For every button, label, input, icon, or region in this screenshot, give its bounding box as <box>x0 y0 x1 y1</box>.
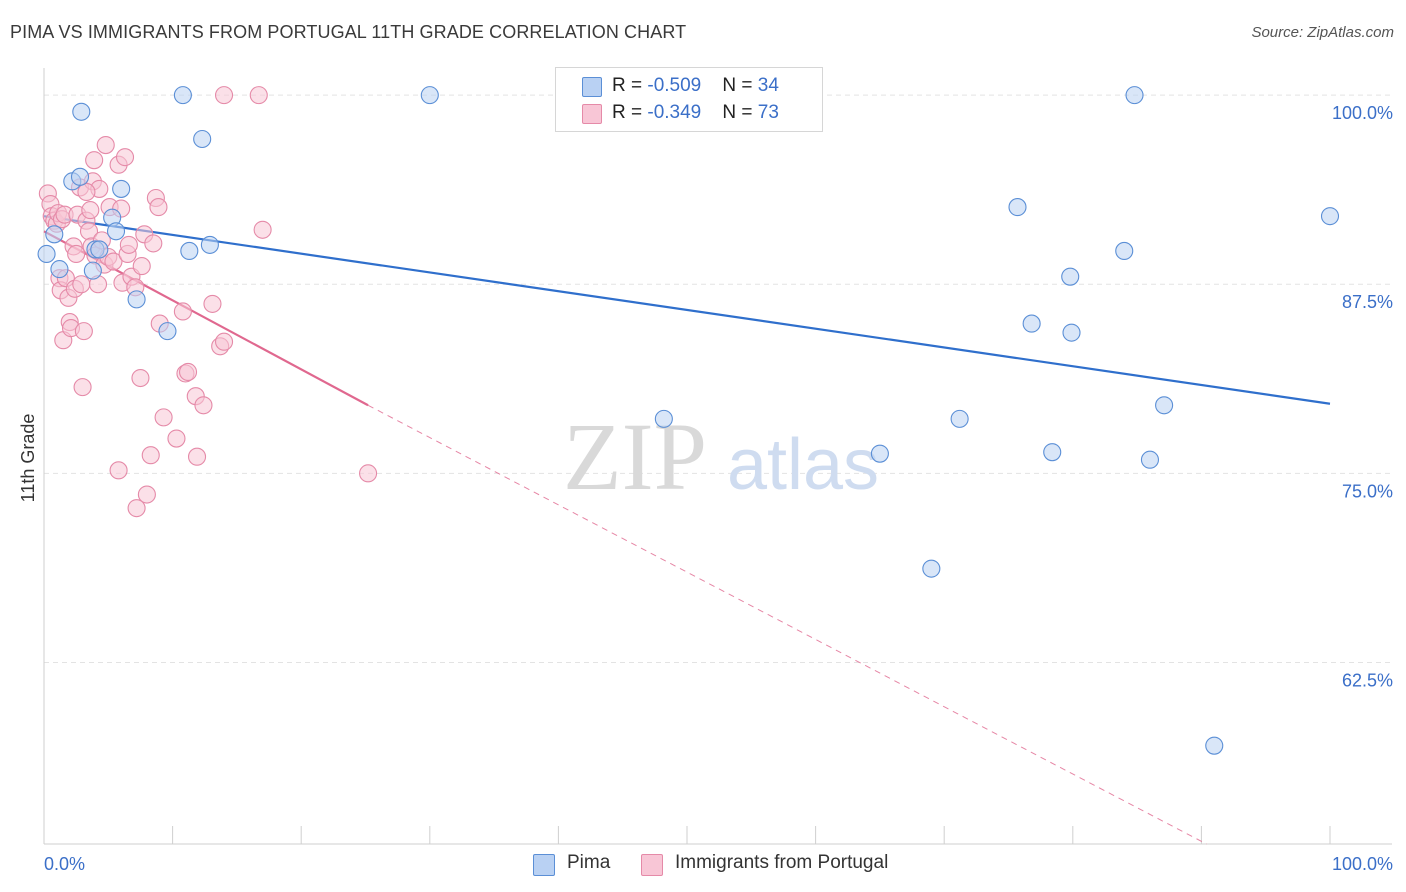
pima-point <box>1008 198 1027 217</box>
pima-point <box>1062 323 1081 342</box>
x-tick-label-max: 100.0% <box>1332 854 1393 874</box>
pima-swatch <box>582 77 602 97</box>
portugal-n-label: N = <box>722 102 758 123</box>
portugal-point <box>173 302 192 321</box>
portugal-point <box>178 362 198 382</box>
pima-point <box>420 86 439 105</box>
series-legend: Pima Immigrants from Portugal <box>0 852 1406 876</box>
pima-point <box>158 322 177 341</box>
pima-point <box>1022 314 1041 333</box>
portugal-point <box>132 257 151 276</box>
portugal-point <box>194 396 213 415</box>
portugal-point <box>67 244 86 264</box>
portugal-point <box>253 220 272 239</box>
pima-point <box>127 290 146 309</box>
watermark: ZIP atlas <box>563 403 879 510</box>
pima-r-label: R = <box>612 75 648 96</box>
pima-point <box>193 129 212 149</box>
portugal-point <box>85 151 104 170</box>
x-tick-label-min: 0.0% <box>44 854 85 874</box>
pima-point <box>45 225 64 244</box>
pima-point <box>870 444 889 463</box>
pima-point <box>106 222 126 241</box>
portugal-swatch <box>582 104 602 124</box>
pima-point <box>922 559 941 578</box>
axes <box>43 68 1392 845</box>
pima-point <box>72 102 91 121</box>
portugal-point <box>74 322 93 341</box>
portugal-r-label: R = <box>612 102 648 123</box>
portugal-point <box>119 235 138 254</box>
portugal-point <box>154 408 173 427</box>
pima-point <box>200 235 219 254</box>
source-credit: Source: ZipAtlas.com <box>1251 24 1394 41</box>
portugal-point <box>359 464 378 483</box>
portugal-point <box>104 252 123 271</box>
pima-point <box>50 260 69 279</box>
watermark-atlas: atlas <box>727 425 879 505</box>
portugal-trend-extension <box>367 404 1207 845</box>
pima-point <box>1043 443 1062 462</box>
portugal-n-value: 73 <box>757 102 779 123</box>
pima-r-value: -0.509 <box>647 75 702 96</box>
portugal-point <box>149 198 168 217</box>
trend-lines <box>43 215 1331 845</box>
pima-point <box>83 261 102 280</box>
gridlines <box>44 94 1392 663</box>
pima-point <box>1155 396 1174 415</box>
chart-title: PIMA VS IMMIGRANTS FROM PORTUGAL 11TH GR… <box>10 22 687 42</box>
portugal-r-value: -0.349 <box>647 102 702 123</box>
legend-portugal-label: Immigrants from Portugal <box>675 852 889 873</box>
portugal-point <box>144 234 163 253</box>
portugal-point <box>141 446 160 465</box>
y-tick-label: 75.0% <box>1342 481 1393 501</box>
portugal-point <box>73 378 92 397</box>
pima-point <box>173 86 192 105</box>
portugal-point <box>214 332 234 351</box>
portugal-point <box>96 136 115 155</box>
legend-pima-swatch <box>533 854 555 876</box>
stats-legend: R = -0.509 N = 34 R = -0.349 N = 73 <box>555 67 823 132</box>
pima-point <box>70 167 90 186</box>
pima-point <box>1140 450 1160 469</box>
portugal-point <box>115 148 135 167</box>
portugal-point <box>72 275 91 294</box>
portugal-point <box>127 499 146 518</box>
portugal-point <box>109 461 128 480</box>
y-tick-label: 87.5% <box>1342 292 1393 312</box>
data-points <box>37 86 1340 755</box>
portugal-point <box>249 86 268 105</box>
watermark-zip: ZIP <box>563 403 707 510</box>
pima-point <box>654 409 673 428</box>
portugal-point <box>137 485 156 504</box>
pima-n-label: N = <box>722 75 758 96</box>
portugal-point <box>77 182 96 202</box>
pima-point <box>1320 207 1340 226</box>
pima-n-value: 34 <box>757 75 779 96</box>
pima-point <box>90 240 109 259</box>
legend-portugal-swatch <box>641 854 663 876</box>
y-tick-label: 100.0% <box>1332 103 1393 123</box>
y-axis-title: 11th Grade <box>18 414 38 503</box>
y-tick-label: 62.5% <box>1342 670 1393 690</box>
legend-pima-label: Pima <box>567 852 611 873</box>
portugal-point <box>203 294 222 313</box>
pima-point <box>112 179 131 198</box>
pima-point <box>180 241 199 261</box>
portugal-point <box>187 447 207 466</box>
portugal-point <box>81 201 100 220</box>
axis-labels: 100.0% 87.5% 75.0% 62.5% 0.0% 100.0% 11th Grad… <box>18 103 1393 874</box>
pima-point <box>37 244 56 264</box>
pima-point <box>1061 267 1080 286</box>
portugal-point <box>131 368 150 388</box>
pima-point <box>1205 736 1224 755</box>
portugal-point <box>167 429 186 448</box>
pima-point <box>950 409 969 428</box>
portugal-point <box>214 86 234 105</box>
pima-point <box>1115 241 1134 261</box>
pima-trend-line <box>43 215 1331 405</box>
pima-point <box>1125 86 1144 105</box>
